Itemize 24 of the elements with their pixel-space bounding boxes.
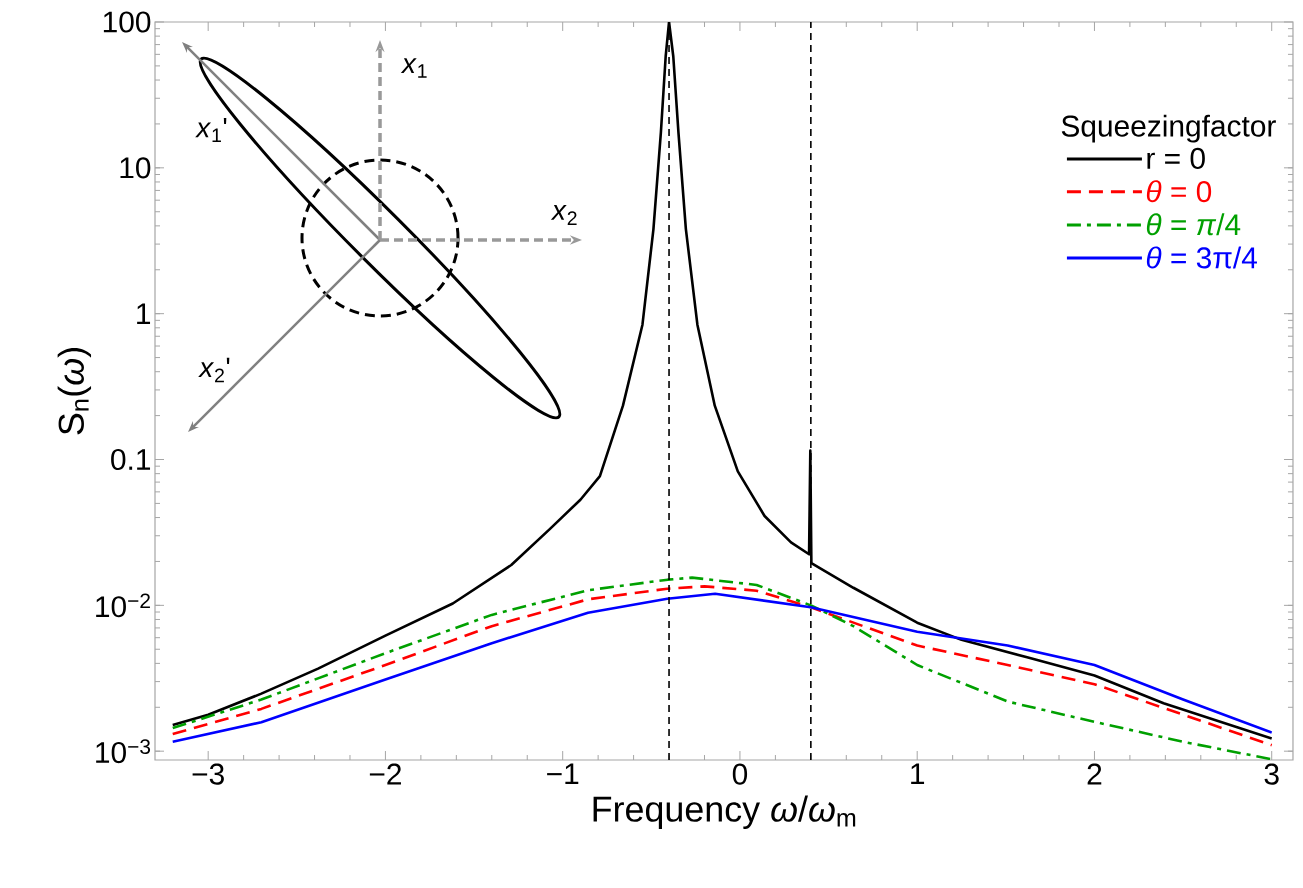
legend-label: θ = 0 [1146,180,1212,203]
x-axis-title: Frequency ω/ω$_{m}$ [593,795,856,829]
y-axis-title: S$_{n}$(ω) [57,348,92,435]
y-tick-label: 0.1 [111,448,151,471]
annotation: x$_{1}$' [195,117,227,143]
annotation: x$_{2}$' [198,357,230,383]
x-tick-label: −2 [369,763,401,785]
x-tick-label: 2 [1087,763,1102,785]
legend-label: r = 0 [1147,147,1205,170]
legend-label: θ = 3π/4 [1146,246,1257,269]
x-tick-label: −1 [547,763,579,785]
legend-title: Squeezingfactor [1061,114,1276,143]
x-tick-label: 1 [911,763,925,785]
x-tick-label: 3 [1264,763,1279,785]
y-tick-label: 10 [120,157,151,179]
x-tick-label: −3 [192,763,224,785]
y-tick-label: 10$^{−3}$ [96,739,151,764]
annotation: x$_{2}$ [550,205,577,225]
legend-label: θ = π/4 [1146,213,1241,236]
x-tick-label: 0 [732,763,748,785]
y-tick-label: 1 [137,303,151,324]
y-tick-label: 100 [103,11,151,33]
annotation: x$_{1}$ [400,58,427,78]
y-tick-label: 10$^{−2}$ [96,593,150,618]
